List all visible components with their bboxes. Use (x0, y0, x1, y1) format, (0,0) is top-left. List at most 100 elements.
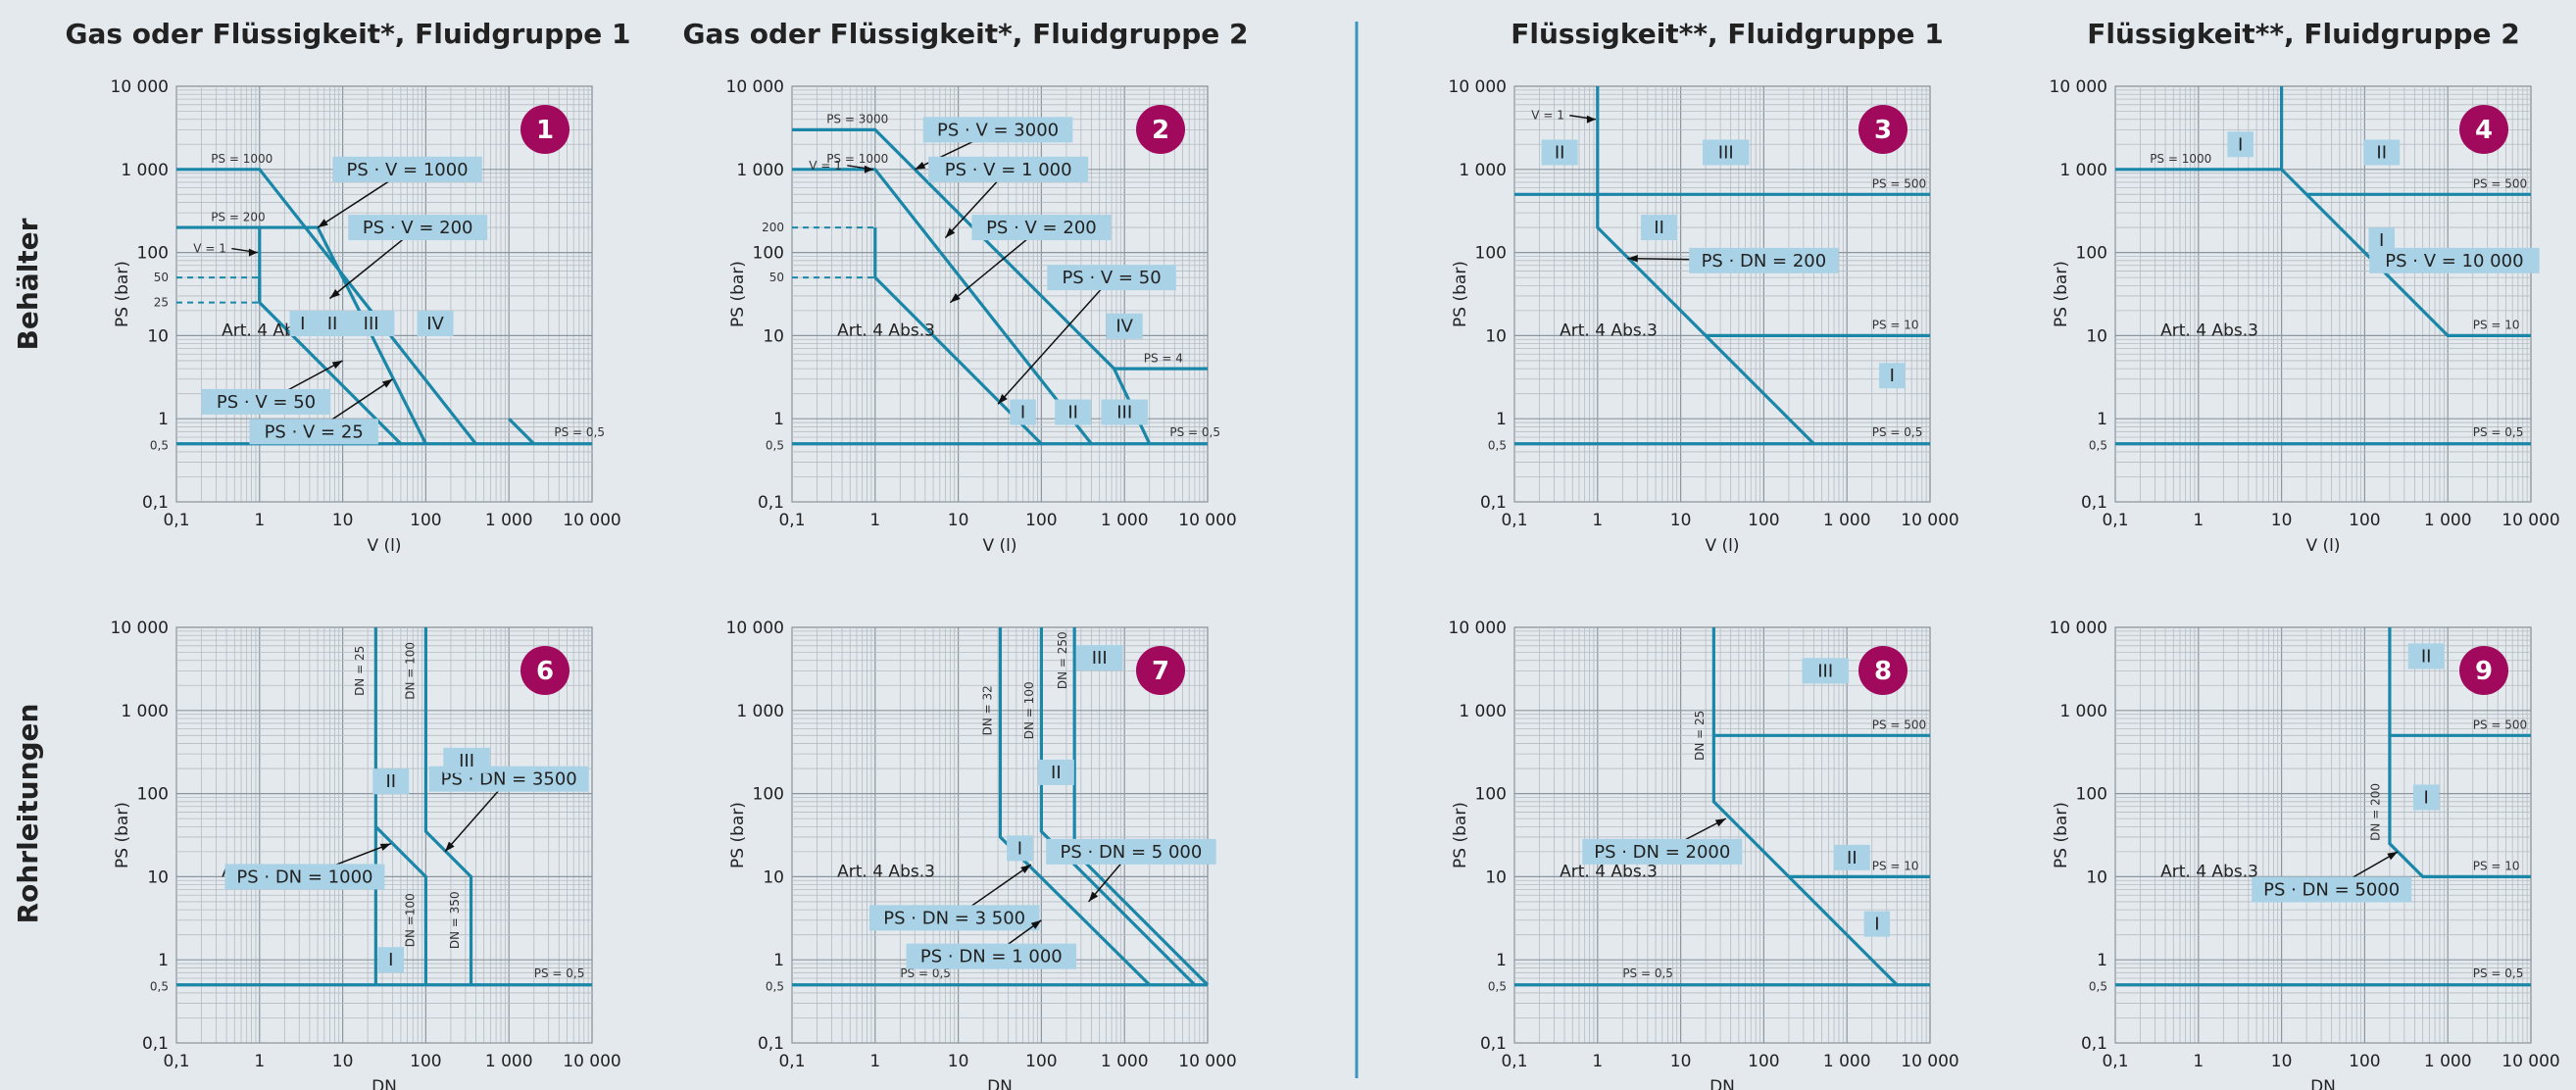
y-tick-label: 0,1 (758, 493, 784, 513)
small-label: V = 1 (193, 242, 226, 256)
y-tick-label: 10 000 (726, 619, 784, 638)
x-axis-label: V (l) (2305, 536, 2340, 556)
y-tick-label: 10 (763, 326, 784, 346)
chart-number-text: 2 (1152, 116, 1169, 145)
y-tick-label: 100 (137, 244, 169, 264)
y-axis-label: PS (bar) (2052, 802, 2071, 868)
boundary-line (792, 168, 1093, 445)
vertical-label: DN = 200 (2368, 783, 2382, 841)
label-box (372, 768, 410, 795)
label-box (443, 747, 490, 773)
x-tick-label: 1 (1592, 511, 1603, 530)
label-box-text: II (2376, 142, 2387, 163)
y-tick-label: 1 (158, 951, 169, 970)
y-tick-label: 0,1 (1480, 493, 1507, 513)
chart-number-badge (1858, 646, 1907, 695)
label-box (1541, 139, 1578, 166)
x-tick-label: 10 000 (1178, 1052, 1236, 1071)
chart-number-badge (520, 646, 570, 695)
small-label: PS = 0,5 (554, 425, 605, 439)
x-tick-label: 1 000 (2424, 1052, 2472, 1071)
small-label: PS = 0,5 (1622, 966, 1673, 980)
label-box-text: I (1017, 838, 1022, 859)
x-axis-label: DN (1709, 1077, 1735, 1090)
label-box (2252, 876, 2412, 903)
y-tick-label: 10 (2086, 326, 2107, 346)
x-tick-label: 10 (1670, 511, 1692, 530)
chart-1: 0,1 1 10 100 1 000 10 000 0,1 0,5 1 10 100 1 000 10 … (111, 77, 621, 556)
label-box-text: III (1718, 142, 1734, 163)
article-label: Art. 4 Abs.3 (837, 862, 935, 881)
chart-2: 0,1 1 10 100 1 000 10 000 0,1 0,5 1 10 100 1 000 10 … (726, 77, 1237, 556)
y-tick-label: 100 (1475, 785, 1507, 805)
label-box-text: PS · V = 10 000 (2385, 251, 2523, 272)
arrow-head (248, 248, 258, 257)
x-tick-label: 10 000 (1901, 1052, 1958, 1071)
label-box-text: PS · V = 25 (265, 421, 364, 442)
x-axis-label: DN (372, 1077, 397, 1090)
y-tick-label: 0,5 (1488, 980, 1507, 994)
label-box (1047, 265, 1176, 291)
x-tick-label: 10 000 (2502, 511, 2559, 530)
y-extra-tick-label: 200 (762, 221, 784, 234)
label-box (906, 943, 1077, 969)
label-box-text: II (327, 314, 338, 334)
arrow-head (331, 360, 343, 370)
label-box-text: PS · DN = 1 000 (920, 947, 1063, 967)
label-box (1582, 838, 1743, 865)
x-tick-label: 100 (2349, 1052, 2380, 1071)
arrow-line (997, 276, 1113, 405)
arrow-head (998, 394, 1008, 405)
chart-number-text: 4 (2475, 116, 2493, 145)
y-extra-tick-label: 50 (769, 271, 784, 284)
label-box (2227, 131, 2254, 158)
y-tick-label: 0,5 (2089, 439, 2107, 453)
y-tick-label: 100 (2076, 244, 2107, 264)
x-tick-label: 10 000 (1178, 511, 1236, 530)
label-box (289, 311, 317, 337)
small-label: PS = 1000 (826, 152, 888, 166)
x-axis-label: V (l) (367, 536, 401, 556)
x-tick-label: 100 (1748, 1052, 1779, 1071)
x-tick-label: 100 (1025, 1052, 1057, 1071)
x-tick-label: 1 000 (485, 511, 533, 530)
x-tick-label: 10 (948, 511, 969, 530)
label-box-text: PS · DN = 3500 (441, 769, 577, 790)
x-tick-label: 10 (948, 1052, 969, 1071)
x-tick-label: 0,1 (2102, 1052, 2128, 1071)
boundary-line (1039, 627, 1196, 986)
y-tick-label: 10 (2086, 867, 2107, 887)
arrow-head (318, 219, 328, 228)
y-tick-label: 0,5 (150, 980, 169, 994)
y-tick-label: 0,1 (142, 493, 169, 513)
arrow-head (381, 378, 393, 388)
y-tick-label: 1 (773, 410, 784, 429)
x-tick-label: 1 000 (1101, 511, 1149, 530)
chart-number-text: 3 (1874, 116, 1892, 145)
label-box-text: PS · DN = 3 500 (883, 908, 1025, 928)
boundary-line (998, 627, 1151, 986)
arrow-head (2387, 851, 2399, 861)
y-tick-label: 0,5 (150, 439, 169, 453)
arrow-head (915, 161, 926, 170)
small-label: PS = 10 (1872, 860, 1919, 873)
label-box (1106, 313, 1143, 339)
label-box (1863, 911, 1891, 937)
label-box (1037, 759, 1074, 785)
y-tick-label: 1 (773, 951, 784, 970)
x-tick-label: 0,1 (1501, 1052, 1527, 1071)
arrow-head (1714, 818, 1726, 827)
small-label: PS = 0,5 (2473, 966, 2524, 980)
label-box (1689, 247, 1839, 273)
y-tick-label: 1 (1496, 951, 1507, 970)
boundary-line (423, 627, 473, 985)
y-tick-label: 100 (1475, 244, 1507, 264)
y-tick-label: 0,1 (142, 1034, 169, 1054)
arrow-head (444, 841, 455, 852)
label-box-text: PS · V = 50 (1062, 268, 1161, 288)
x-tick-label: 10 (1670, 1052, 1692, 1071)
arrow-head (945, 227, 956, 238)
label-box-text: III (459, 751, 474, 771)
vertical-label: DN = 100 (403, 642, 417, 700)
